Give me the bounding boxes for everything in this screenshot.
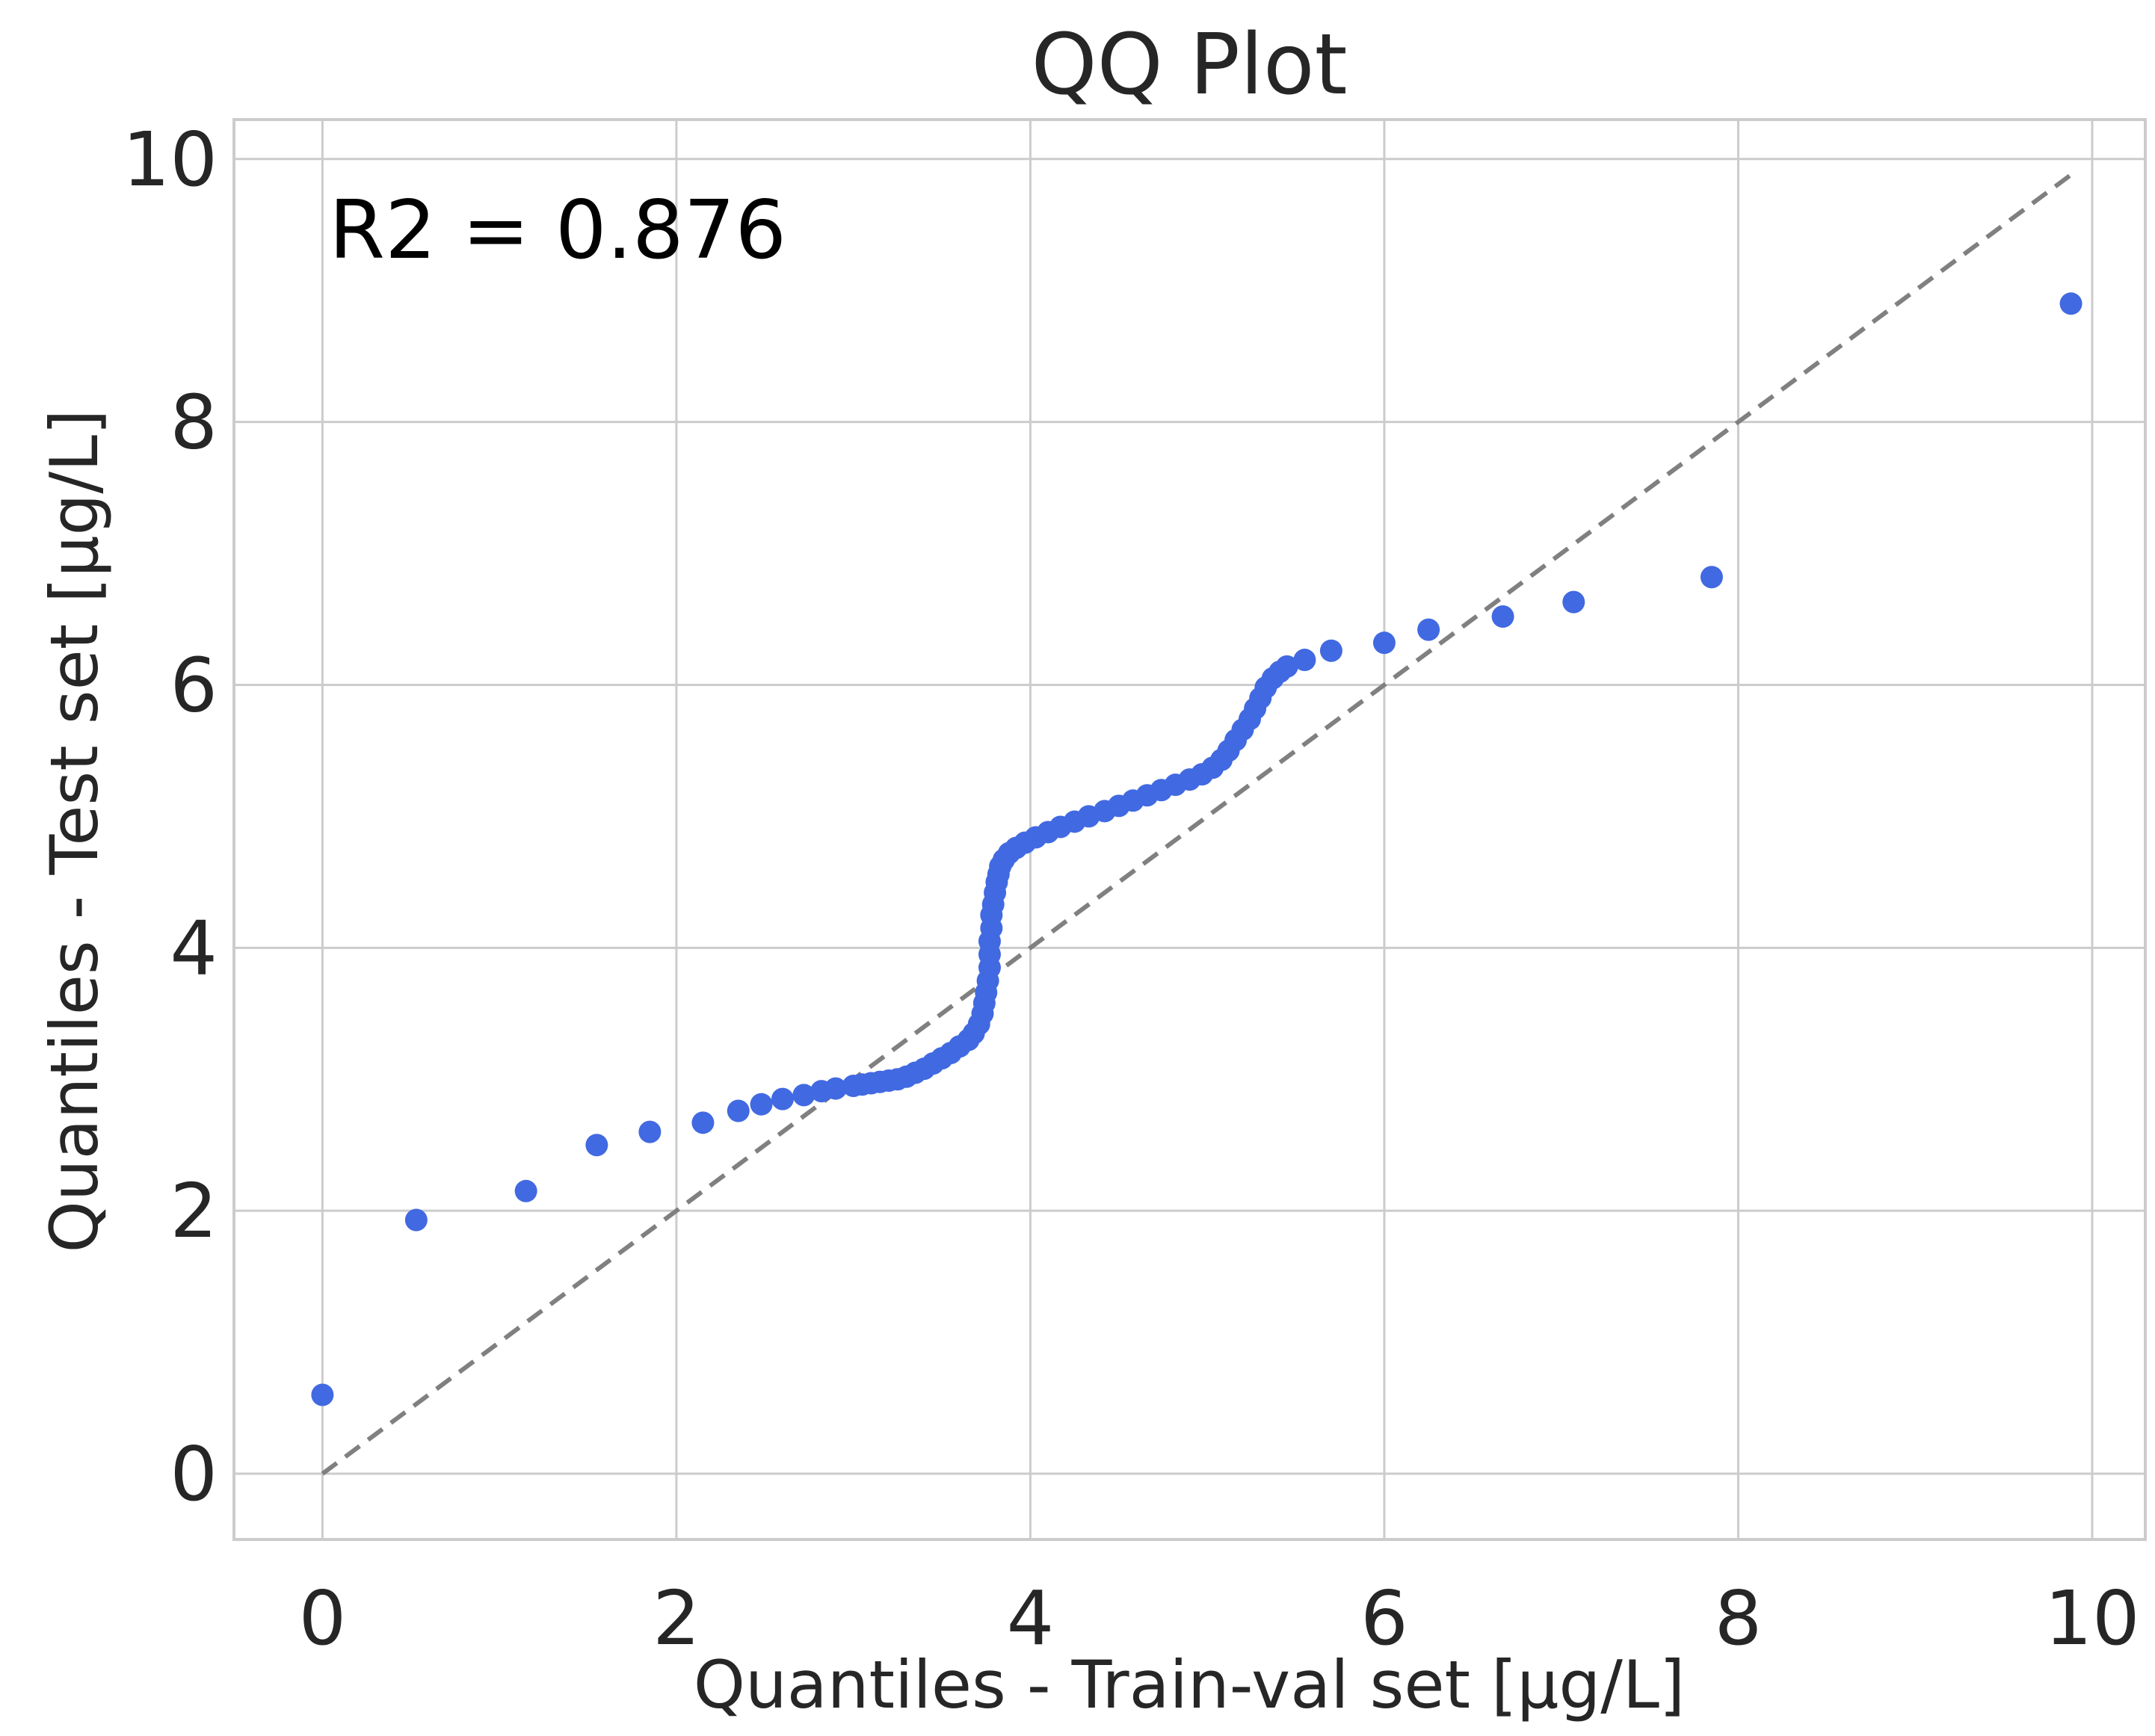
y-tick-label: 6	[170, 641, 218, 729]
data-point	[585, 1134, 608, 1157]
data-point	[1293, 649, 1316, 672]
chart-title: QQ Plot	[1031, 16, 1347, 114]
data-point	[792, 1084, 816, 1107]
data-point	[1562, 590, 1585, 614]
data-point	[311, 1383, 334, 1406]
data-point	[771, 1087, 794, 1111]
x-axis-label: Quantiles - Train-val set [µg/L]	[694, 1646, 1685, 1723]
reference-line	[321, 173, 2073, 1476]
x-tick-label: 2	[653, 1575, 700, 1662]
y-tick-label: 0	[170, 1430, 218, 1518]
data-point	[1372, 631, 1396, 655]
y-axis-label: Quantiles - Test set [µg/L]	[36, 410, 113, 1253]
x-tick-label: 8	[1715, 1575, 1763, 1662]
data-point	[750, 1093, 773, 1116]
data-point	[824, 1077, 847, 1100]
grid-lines	[234, 120, 2145, 1539]
y-tick-label: 2	[170, 1167, 218, 1255]
r2-annotation: R2 = 0.876	[329, 184, 786, 277]
y-tick-labels: 0 2 4 6 8 10	[123, 116, 218, 1518]
x-tick-label: 6	[1360, 1575, 1408, 1662]
data-point	[2059, 292, 2082, 315]
data-point	[1700, 566, 1723, 589]
y-tick-label: 4	[170, 904, 218, 992]
data-point	[1275, 655, 1298, 678]
data-point	[1417, 618, 1440, 641]
x-tick-label: 10	[2044, 1575, 2139, 1662]
data-point	[404, 1208, 428, 1232]
y-tick-label: 10	[123, 116, 218, 203]
data-point	[691, 1111, 715, 1134]
x-tick-labels: 0 2 4 6 8 10	[299, 1575, 2140, 1662]
data-point	[1319, 639, 1342, 662]
plot-frame	[232, 118, 2147, 1541]
data-point	[1491, 605, 1514, 628]
data-point	[514, 1179, 537, 1202]
y-tick-label: 8	[170, 379, 218, 466]
x-tick-label: 4	[1007, 1575, 1055, 1662]
data-point	[727, 1099, 750, 1122]
data-point	[638, 1120, 662, 1143]
data-points	[311, 292, 2082, 1406]
x-tick-label: 0	[299, 1575, 347, 1662]
